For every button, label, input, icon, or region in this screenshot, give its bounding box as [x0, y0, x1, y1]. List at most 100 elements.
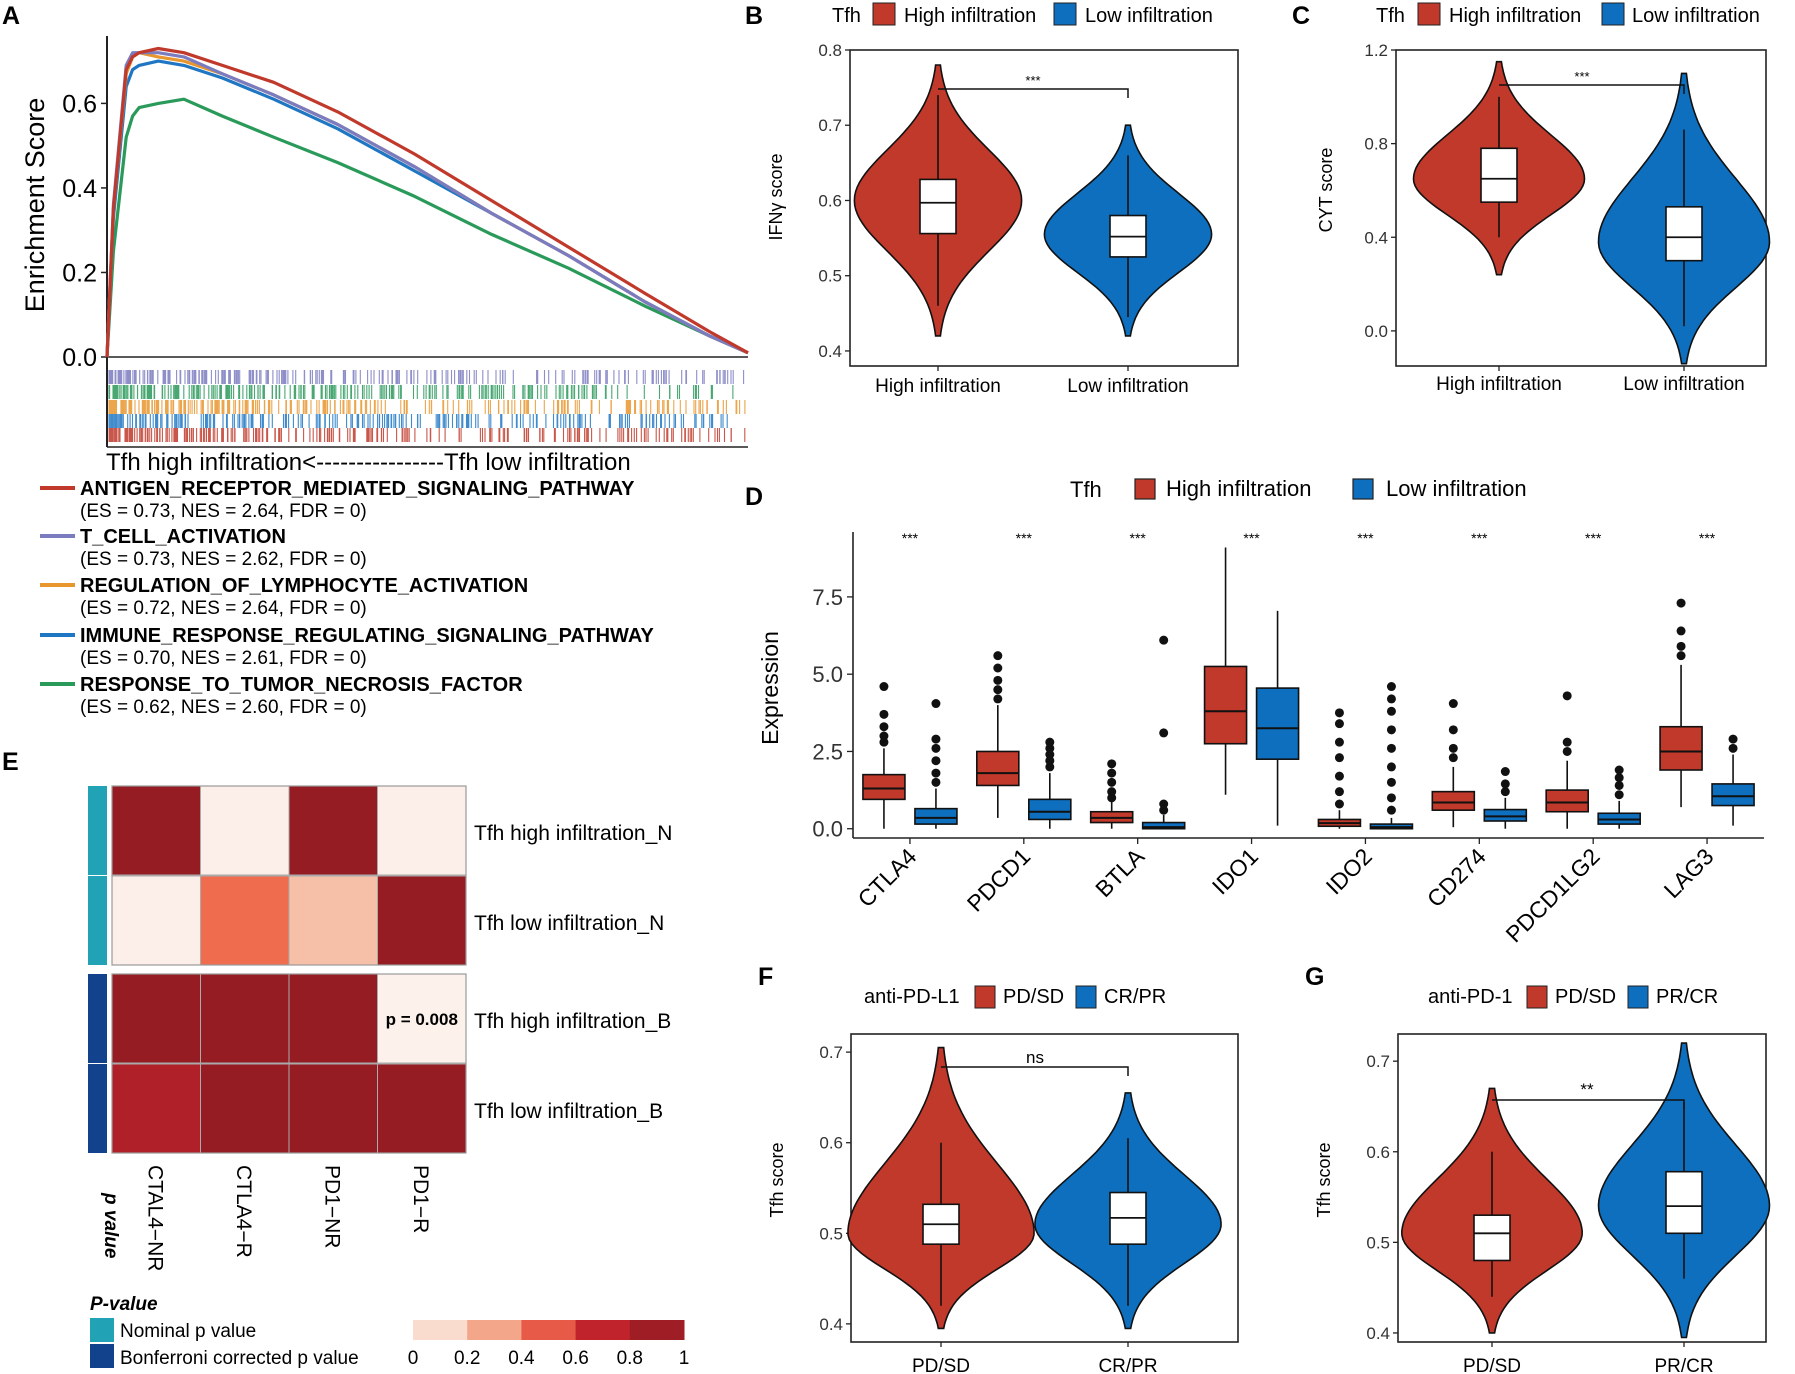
- y-tick-label: 0.0: [812, 817, 843, 842]
- ifng-legend-title: Tfh: [832, 5, 861, 27]
- gsea-hit-row-3: [108, 400, 746, 414]
- gsea-curve-2: [105, 51, 749, 358]
- outlier-point: [879, 682, 889, 692]
- x-tick-label-pdcd1lg2: PDCD1LG2: [1500, 843, 1604, 947]
- gsea-legend-name-1: ANTIGEN_RECEPTOR_MEDIATED_SIGNALING_PATH…: [80, 478, 635, 500]
- outlier-point: [1562, 746, 1572, 756]
- outlier-point: [993, 675, 1003, 685]
- outlier-point: [1386, 694, 1396, 704]
- outlier-point: [1386, 725, 1396, 735]
- outlier-point: [1107, 787, 1117, 797]
- pd1-y-label: Tfh score: [1314, 1142, 1334, 1217]
- heatmap-col-label: PD1−NR: [320, 1165, 343, 1248]
- outlier-point: [931, 768, 941, 778]
- pdl1-legend-title: anti-PD-L1: [864, 986, 960, 1008]
- heatmap-col-label: PD1−R: [409, 1165, 432, 1233]
- box-low: [1028, 798, 1072, 821]
- heatmap-cell: [200, 785, 290, 876]
- outlier-point: [1614, 773, 1624, 783]
- cyt-y-label: CYT score: [1316, 148, 1336, 233]
- significance-bracket: [1499, 84, 1685, 94]
- x-tick-label-pdcd1: PDCD1: [962, 843, 1036, 917]
- outlier-point: [1562, 691, 1572, 701]
- y-tick-label: 1.2: [1364, 41, 1388, 60]
- box-low: [1255, 687, 1300, 760]
- heatmap-row-label: Tfh low infiltration_N: [474, 912, 664, 935]
- pd1-legend-prcr: PR/CR: [1656, 986, 1718, 1008]
- outlier-point: [879, 731, 889, 741]
- gsea-legend-stats-1: (ES = 0.73, NES = 2.64, FDR = 0): [80, 501, 367, 522]
- pd1-legend-pdsd-swatch: [1526, 985, 1548, 1009]
- panel-label-b: B: [745, 2, 763, 30]
- cyt-legend-high: High infiltration: [1449, 5, 1581, 27]
- row-annotation-bonferroni: [88, 974, 107, 1063]
- outlier-point: [1448, 753, 1458, 763]
- box-low: [914, 807, 958, 825]
- outlier-point: [1500, 779, 1510, 789]
- y-tick-label: 0.7: [1366, 1052, 1390, 1071]
- significance-label: ***: [1585, 530, 1602, 546]
- outlier-point: [1448, 699, 1458, 709]
- y-tick-label: 0.8: [818, 41, 842, 60]
- gsea-legend-name-5: RESPONSE_TO_TUMOR_NECROSIS_FACTOR: [80, 674, 523, 696]
- outlier-point: [1045, 737, 1055, 747]
- pd1-significance: **: [1580, 1080, 1594, 1099]
- heatmap-row-label: Tfh high infiltration_B: [474, 1010, 671, 1033]
- outlier-point: [879, 722, 889, 732]
- y-tick-label: 0.5: [1366, 1233, 1390, 1252]
- colorbar-segment: [467, 1320, 522, 1340]
- pd1-legend-prcr-swatch: [1627, 985, 1649, 1009]
- panel-label-e: E: [2, 748, 19, 776]
- ifng-legend-low: Low infiltration: [1085, 5, 1213, 27]
- row-annotation-bonferroni: [88, 1064, 107, 1153]
- outlier-point: [1500, 767, 1510, 777]
- significance-label: ***: [1243, 530, 1260, 546]
- y-tick-label: 7.5: [812, 585, 843, 610]
- outlier-point: [931, 734, 941, 744]
- gsea-hit-row-2: [108, 370, 745, 384]
- checkpoint-boxplot-panel: Tfh High infiltration Low infiltration E…: [757, 476, 1764, 947]
- iqr-box: [1473, 1214, 1511, 1262]
- outlier-point: [879, 709, 889, 719]
- outlier-point: [1386, 805, 1396, 815]
- gsea-legend-name-4: IMMUNE_RESPONSE_REGULATING_SIGNALING_PAT…: [80, 625, 654, 647]
- outlier-point: [993, 685, 1003, 695]
- outlier-point: [1386, 762, 1396, 772]
- checkpoint-legend-title: Tfh: [1070, 477, 1102, 502]
- legend-nominal-swatch: [90, 1318, 114, 1342]
- pdl1-legend-pdsd: PD/SD: [1003, 986, 1064, 1008]
- plot-frame: [850, 1033, 1239, 1343]
- pd1-legend-pdsd: PD/SD: [1555, 986, 1616, 1008]
- ifng-legend-high: High infiltration: [904, 5, 1036, 27]
- ifng-violin-panel: Tfh High infiltration Low infiltration I…: [766, 2, 1239, 397]
- iqr-box: [919, 178, 957, 235]
- colorbar-tick: 0.2: [454, 1348, 480, 1369]
- heatmap-row-label: Tfh high infiltration_N: [474, 822, 672, 845]
- gsea-legend-stats-3: (ES = 0.72, NES = 2.64, FDR = 0): [80, 598, 367, 619]
- ifng-y-label: IFNγ score: [766, 153, 786, 240]
- outlier-point: [1386, 743, 1396, 753]
- box-high: [976, 750, 1020, 787]
- colorbar-tick: 1: [679, 1348, 690, 1369]
- legend-bonferroni-swatch: [90, 1344, 114, 1368]
- outlier-point: [931, 699, 941, 709]
- plot-frame: [849, 49, 1239, 367]
- ifng-legend-low-swatch: [1053, 2, 1077, 26]
- checkpoint-legend-high-swatch: [1134, 478, 1156, 500]
- heatmap-block-bonferroni: [111, 973, 467, 1154]
- checkpoint-legend-low: Low infiltration: [1386, 476, 1527, 501]
- gsea-legend-name-2: T_CELL_ACTIVATION: [80, 526, 286, 548]
- outlier-point: [1448, 725, 1458, 735]
- heatmap-col-label: CTAL4−NR: [143, 1165, 166, 1271]
- outlier-point: [1562, 737, 1572, 747]
- gsea-legend-stats-5: (ES = 0.62, NES = 2.60, FDR = 0): [80, 697, 367, 718]
- y-tick-label: 0.7: [818, 116, 842, 135]
- heatmap-cell-annotation: p = 0.008: [386, 1010, 458, 1029]
- outlier-point: [993, 663, 1003, 673]
- cyt-significance: ***: [1574, 69, 1589, 84]
- y-tick-label: 2.5: [812, 739, 843, 764]
- heatmap-col-label: CTLA4−R: [232, 1165, 255, 1258]
- cyt-x-low: Low infiltration: [1623, 374, 1744, 395]
- outlier-point: [1107, 768, 1117, 778]
- pd1-x-pdsd: PD/SD: [1463, 1356, 1521, 1374]
